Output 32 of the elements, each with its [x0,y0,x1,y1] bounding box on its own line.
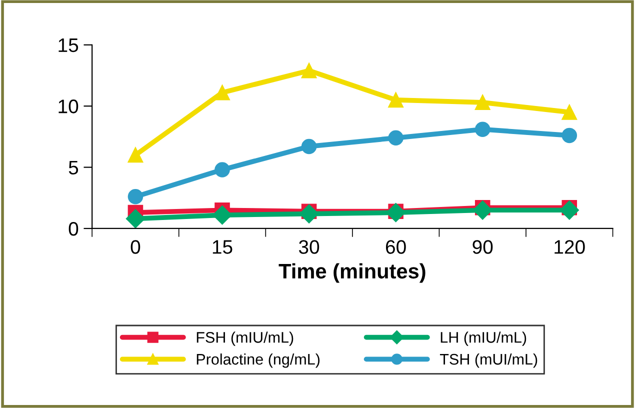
y-tick-label: 0 [68,222,78,236]
legend-label: Prolactine (ng/mL) [196,353,320,368]
point [128,147,144,163]
x-tick-label: 120 [554,240,585,254]
point [474,122,490,137]
x-tick-label: 30 [298,240,320,254]
point [474,94,490,110]
point [301,138,317,154]
x-tick-label: 60 [386,240,406,254]
legend-label: TSH (mUI/mL) [440,353,538,368]
legend-label: FSH (mIU/mL) [196,332,294,346]
y-tick-label: 5 [68,160,78,175]
x-tick-label: 0 [130,240,140,254]
point [388,92,404,108]
point [128,189,144,204]
x-tick-label: 15 [212,240,232,254]
point [473,200,492,220]
x-tick-label: 90 [472,240,493,254]
legend-label: LH (mIU/mL) [440,332,526,346]
y-tick-label: 15 [58,38,78,52]
x-axis-title: Time (minutes) [278,263,426,283]
point [386,203,406,222]
point [126,209,145,228]
point [562,104,578,120]
point [562,128,578,144]
y-tick-label: 10 [58,100,78,114]
point [301,62,317,78]
point [212,205,232,225]
point [214,162,230,178]
point [214,84,230,100]
point [560,200,579,220]
point [388,130,404,146]
